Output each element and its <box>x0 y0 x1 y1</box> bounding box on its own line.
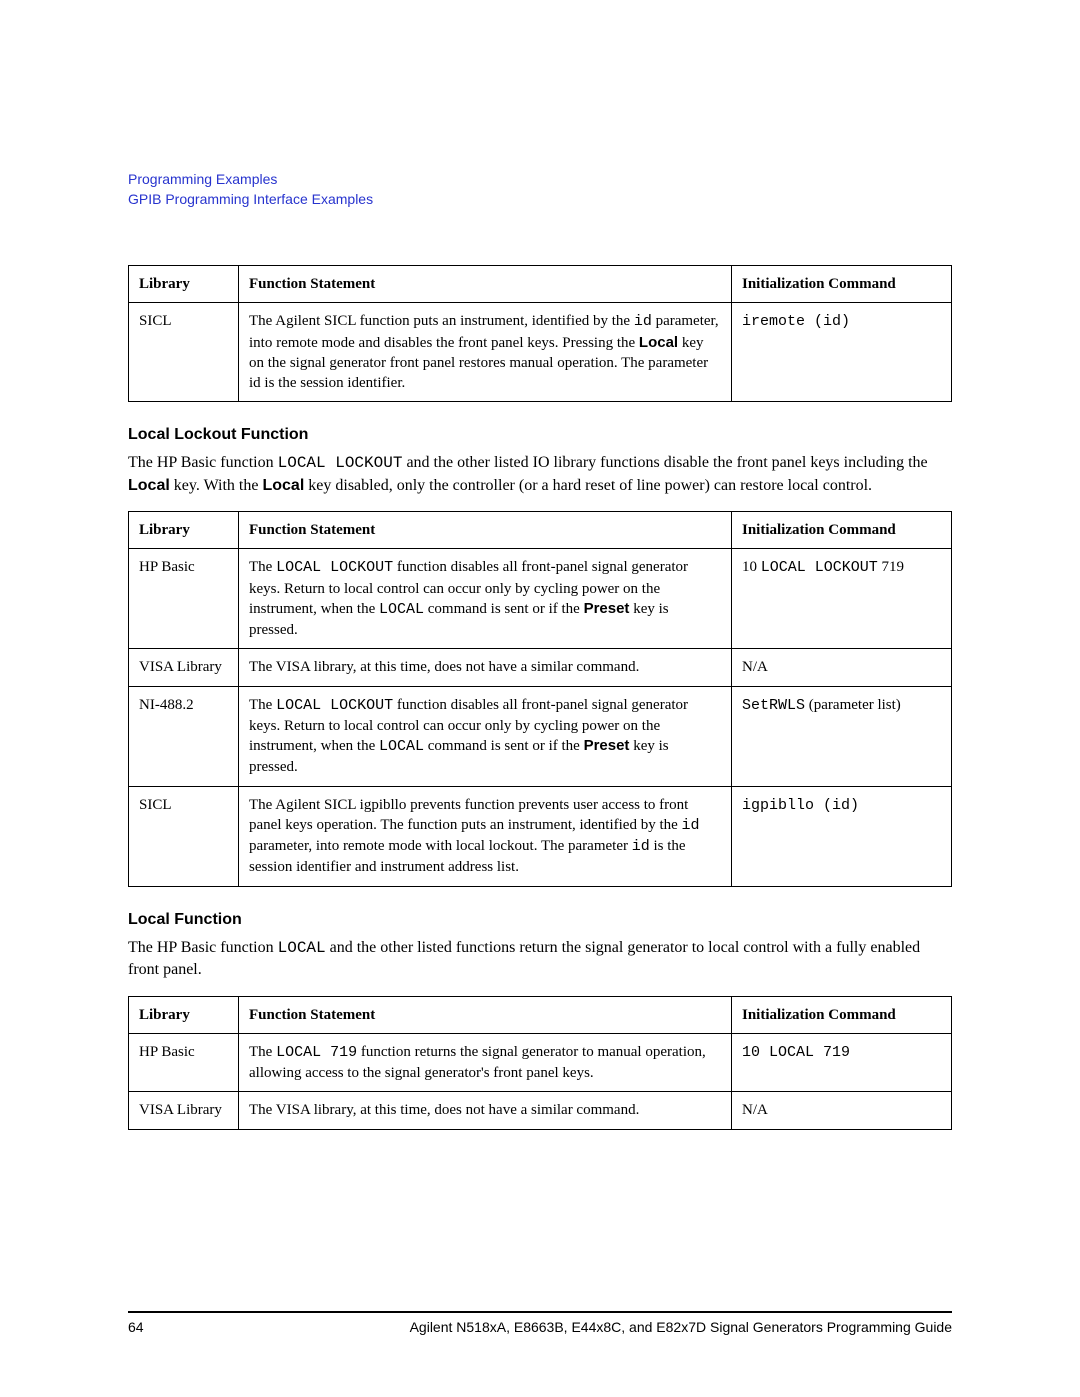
cell-command: 10 LOCAL 719 <box>732 1033 952 1092</box>
header-links: Programming Examples GPIB Programming In… <box>128 170 952 209</box>
cell-library: SICL <box>129 303 239 402</box>
table3-body: HP BasicThe LOCAL 719 function returns t… <box>129 1033 952 1129</box>
footer: 64 Agilent N518xA, E8663B, E44x8C, and E… <box>128 1311 952 1335</box>
cell-library: VISA Library <box>129 649 239 686</box>
table-header-row: Library Function Statement Initializatio… <box>129 266 952 303</box>
col-command: Initialization Command <box>732 512 952 549</box>
cell-command: N/A <box>732 649 952 686</box>
cell-statement: The VISA library, at this time, does not… <box>239 1092 732 1129</box>
cell-library: VISA Library <box>129 1092 239 1129</box>
cell-statement: The LOCAL LOCKOUT function disables all … <box>239 549 732 649</box>
header-line1: Programming Examples <box>128 171 277 187</box>
section-title-local: Local Function <box>128 911 952 929</box>
col-library: Library <box>129 266 239 303</box>
table-row: VISA LibraryThe VISA library, at this ti… <box>129 1092 952 1129</box>
cell-statement: The LOCAL LOCKOUT function disables all … <box>239 686 732 786</box>
table-local: Library Function Statement Initializatio… <box>128 996 952 1130</box>
col-command: Initialization Command <box>732 266 952 303</box>
cell-library: SICL <box>129 786 239 886</box>
cell-statement: The VISA library, at this time, does not… <box>239 649 732 686</box>
cell-statement: The Agilent SICL function puts an instru… <box>239 303 732 402</box>
cell-command: 10 LOCAL LOCKOUT 719 <box>732 549 952 649</box>
table2-body: HP BasicThe LOCAL LOCKOUT function disab… <box>129 549 952 886</box>
col-command: Initialization Command <box>732 996 952 1033</box>
cell-command: SetRWLS (parameter list) <box>732 686 952 786</box>
cell-library: HP Basic <box>129 1033 239 1092</box>
table1-body: SICLThe Agilent SICL function puts an in… <box>129 303 952 402</box>
cell-library: HP Basic <box>129 549 239 649</box>
book-title: Agilent N518xA, E8663B, E44x8C, and E82x… <box>410 1319 952 1335</box>
page-number: 64 <box>128 1319 144 1335</box>
table-row: HP BasicThe LOCAL 719 function returns t… <box>129 1033 952 1092</box>
table-header-row: Library Function Statement Initializatio… <box>129 996 952 1033</box>
cell-command: N/A <box>732 1092 952 1129</box>
col-statement: Function Statement <box>239 266 732 303</box>
table-header-row: Library Function Statement Initializatio… <box>129 512 952 549</box>
table-lockout: Library Function Statement Initializatio… <box>128 511 952 887</box>
table-sicl: Library Function Statement Initializatio… <box>128 265 952 402</box>
page-body: Programming Examples GPIB Programming In… <box>0 0 1080 1130</box>
table-row: NI-488.2The LOCAL LOCKOUT function disab… <box>129 686 952 786</box>
table-row: VISA LibraryThe VISA library, at this ti… <box>129 649 952 686</box>
para-local: The HP Basic function LOCAL and the othe… <box>128 937 952 982</box>
cell-library: NI-488.2 <box>129 686 239 786</box>
col-library: Library <box>129 512 239 549</box>
cell-statement: The Agilent SICL igpibllo prevents funct… <box>239 786 732 886</box>
col-statement: Function Statement <box>239 512 732 549</box>
cell-command: iremote (id) <box>732 303 952 402</box>
cell-command: igpibllo (id) <box>732 786 952 886</box>
para-lockout: The HP Basic function LOCAL LOCKOUT and … <box>128 452 952 497</box>
table-row: SICLThe Agilent SICL igpibllo prevents f… <box>129 786 952 886</box>
header-line2: GPIB Programming Interface Examples <box>128 191 373 207</box>
table-row: HP BasicThe LOCAL LOCKOUT function disab… <box>129 549 952 649</box>
table-row: SICLThe Agilent SICL function puts an in… <box>129 303 952 402</box>
col-library: Library <box>129 996 239 1033</box>
col-statement: Function Statement <box>239 996 732 1033</box>
section-title-lockout: Local Lockout Function <box>128 426 952 444</box>
cell-statement: The LOCAL 719 function returns the signa… <box>239 1033 732 1092</box>
